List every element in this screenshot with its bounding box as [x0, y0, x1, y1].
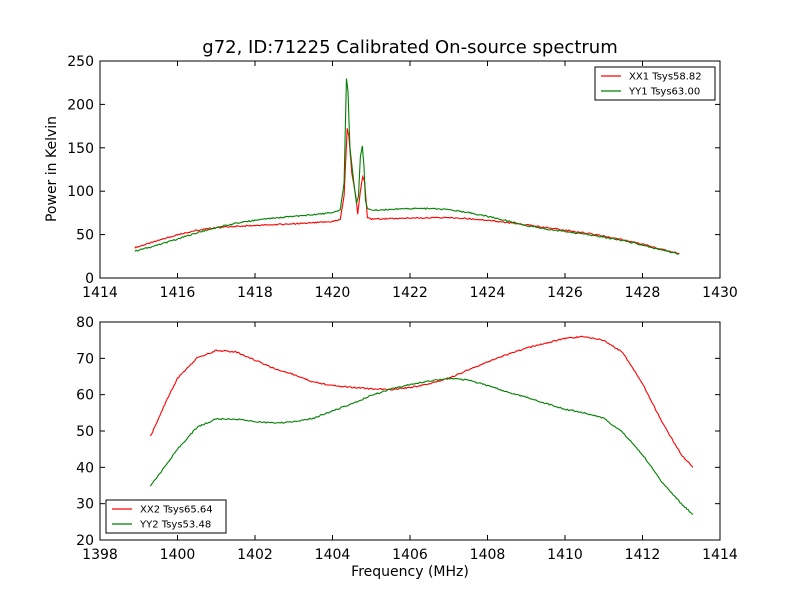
y-axis-label-top: Power in Kelvin — [44, 116, 60, 222]
top-spectrum-panel: 1414 1416 1418 1420 1422 1424 1426 1428 1430 0 50 1… — [67, 54, 738, 301]
x-tick-label: 1402 — [237, 547, 273, 563]
y-tick-label: 0 — [85, 271, 94, 287]
x-tick-label: 1406 — [392, 547, 428, 563]
y-tick-label: 30 — [76, 497, 94, 513]
x-tick-label: 1400 — [160, 547, 196, 563]
x-axis-label-bottom: Frequency (MHz) — [351, 564, 469, 580]
series-line-1 — [149, 335, 694, 468]
legend-box — [594, 66, 716, 101]
legend-entry: XX1 Tsys58.82 — [629, 72, 702, 83]
x-tick-label: 1412 — [625, 547, 661, 563]
y-tick-label: 20 — [76, 533, 94, 549]
legend: XX1 Tsys58.82 YY1 Tsys63.00 — [594, 66, 716, 101]
y-tick-label: 50 — [76, 228, 94, 244]
y-tick-label: 150 — [67, 141, 94, 157]
series-line-2 — [149, 377, 694, 516]
bottom-spectrum-panel: 1398 1400 1402 1404 1406 1408 1410 1412 1414 20 30… — [76, 315, 738, 563]
x-tick-label: 1404 — [315, 547, 351, 563]
x-tick-label: 1410 — [547, 547, 583, 563]
series-line-2 — [134, 78, 680, 255]
x-tick-label: 1428 — [625, 285, 661, 301]
y-tick-label: 70 — [76, 351, 94, 367]
legend: XX2 Tsys65.64 YY2 Tsys53.48 — [105, 499, 227, 534]
x-tick-label: 1414 — [82, 285, 118, 301]
y-tick-label: 80 — [76, 315, 94, 331]
x-tick-label: 1424 — [470, 285, 506, 301]
x-tick-label: 1418 — [237, 285, 273, 301]
y-tick-label: 60 — [76, 388, 94, 404]
chart-title: g72, ID:71225 Calibrated On-source spect… — [202, 37, 617, 58]
series-line-1 — [134, 128, 680, 255]
y-tick-label: 50 — [76, 424, 94, 440]
x-tick-label: 1426 — [547, 285, 583, 301]
y-tick-label: 250 — [67, 54, 94, 70]
x-tick-label: 1430 — [702, 285, 738, 301]
y-tick-label: 200 — [67, 97, 94, 113]
y-tick-label: 100 — [67, 184, 94, 200]
x-tick-label: 1414 — [702, 547, 738, 563]
x-tick-label: 1408 — [470, 547, 506, 563]
legend-entry: XX2 Tsys65.64 — [140, 505, 213, 516]
legend-box — [105, 499, 227, 534]
x-tick-label: 1398 — [82, 547, 118, 563]
legend-entry: YY1 Tsys63.00 — [628, 87, 700, 98]
x-tick-label: 1422 — [392, 285, 428, 301]
legend-entry: YY2 Tsys53.48 — [139, 520, 211, 531]
y-tick-label: 40 — [76, 460, 94, 476]
x-tick-label: 1416 — [160, 285, 196, 301]
x-tick-label: 1420 — [315, 285, 351, 301]
